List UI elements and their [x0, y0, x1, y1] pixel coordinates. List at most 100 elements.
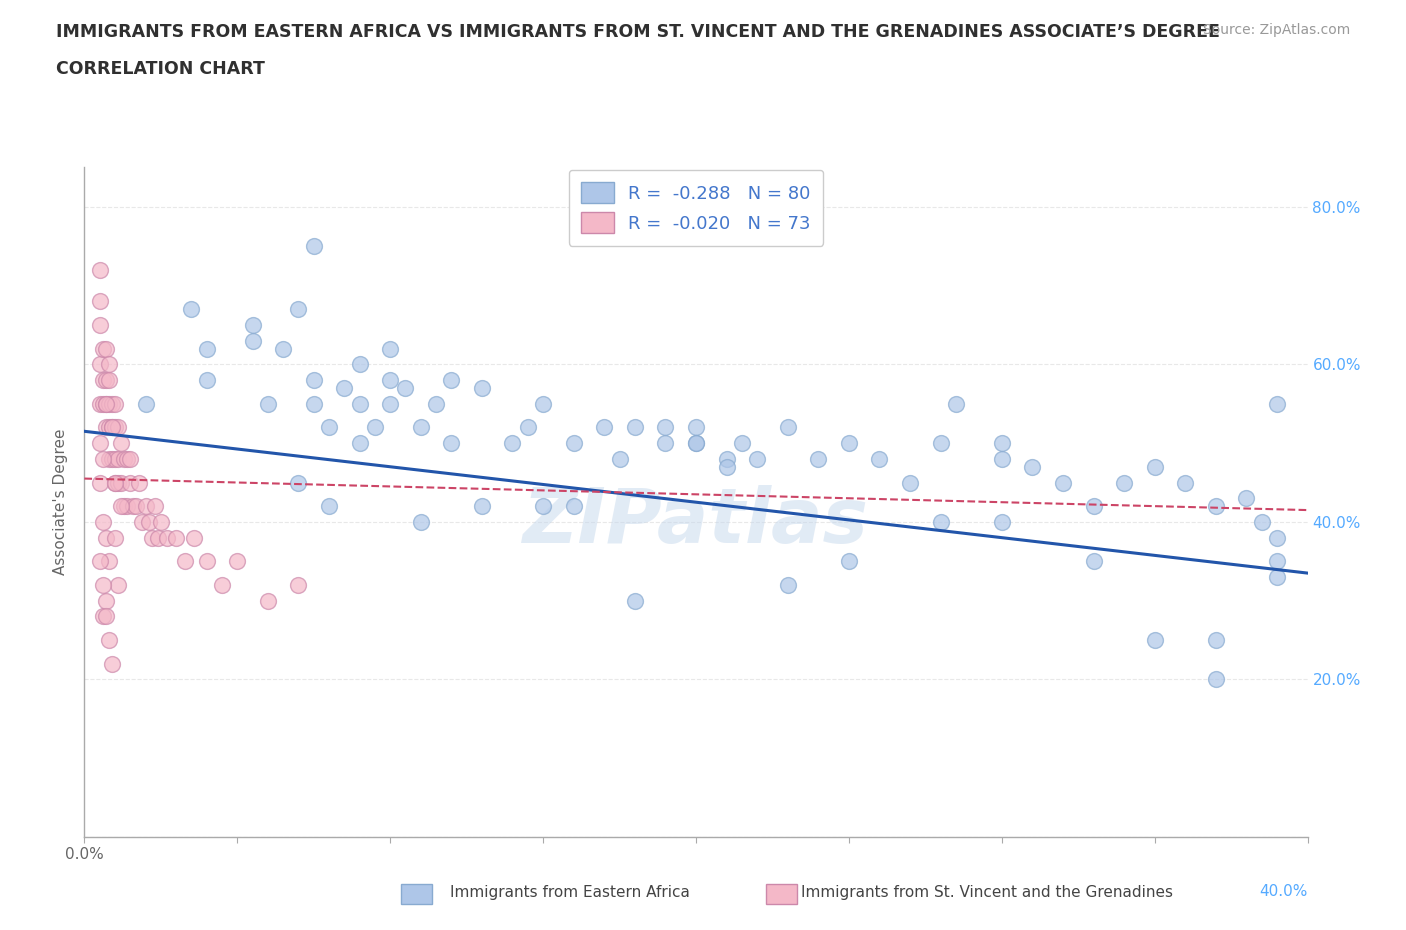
Text: Immigrants from Eastern Africa: Immigrants from Eastern Africa — [450, 885, 690, 900]
Point — [1143, 459, 1166, 474]
Point — [380, 396, 402, 411]
Point — [1236, 491, 1258, 506]
Point — [94, 420, 117, 435]
Point — [1052, 475, 1074, 490]
Point — [440, 373, 463, 388]
Point — [242, 317, 264, 332]
Point — [120, 451, 142, 466]
Point — [94, 609, 117, 624]
Point — [120, 475, 142, 490]
Point — [287, 578, 309, 592]
Point — [89, 317, 111, 332]
Point — [97, 357, 120, 372]
Point — [89, 435, 111, 450]
Point — [1265, 569, 1288, 584]
Point — [1114, 475, 1136, 490]
Point — [211, 578, 233, 592]
Point — [242, 333, 264, 348]
Point — [128, 475, 150, 490]
Point — [776, 578, 799, 592]
Point — [195, 373, 218, 388]
Point — [409, 420, 432, 435]
Point — [104, 420, 127, 435]
Point — [89, 262, 111, 277]
Point — [89, 475, 111, 490]
Point — [471, 380, 494, 395]
Point — [516, 420, 538, 435]
Point — [991, 451, 1014, 466]
Point — [349, 435, 371, 450]
Text: CORRELATION CHART: CORRELATION CHART — [56, 60, 266, 78]
Point — [1021, 459, 1043, 474]
Legend: R =  -0.288   N = 80, R =  -0.020   N = 73: R = -0.288 N = 80, R = -0.020 N = 73 — [568, 170, 824, 246]
Text: Immigrants from St. Vincent and the Grenadines: Immigrants from St. Vincent and the Gren… — [801, 885, 1174, 900]
Point — [318, 498, 340, 513]
Point — [302, 239, 325, 254]
Point — [685, 435, 707, 450]
Point — [333, 380, 356, 395]
Point — [91, 341, 114, 356]
Point — [502, 435, 524, 450]
Point — [1083, 498, 1105, 513]
Point — [562, 435, 585, 450]
Point — [349, 357, 371, 372]
Point — [349, 396, 371, 411]
Point — [624, 593, 647, 608]
Point — [685, 435, 707, 450]
Point — [97, 373, 120, 388]
Point — [101, 420, 124, 435]
Point — [531, 498, 554, 513]
Point — [747, 451, 769, 466]
Point — [107, 451, 129, 466]
Point — [471, 498, 494, 513]
Point — [112, 451, 135, 466]
Point — [97, 420, 120, 435]
Point — [1265, 396, 1288, 411]
Point — [135, 396, 157, 411]
Point — [101, 396, 124, 411]
Point — [409, 514, 432, 529]
Point — [1205, 498, 1227, 513]
Point — [91, 514, 114, 529]
Y-axis label: Associate's Degree: Associate's Degree — [53, 429, 69, 576]
Point — [110, 498, 132, 513]
Point — [125, 498, 148, 513]
Point — [104, 475, 127, 490]
Point — [257, 396, 280, 411]
Point — [807, 451, 830, 466]
Point — [195, 554, 218, 569]
Point — [143, 498, 166, 513]
Point — [287, 475, 309, 490]
Point — [183, 530, 205, 545]
Point — [838, 435, 860, 450]
Point — [156, 530, 179, 545]
Point — [165, 530, 187, 545]
Point — [89, 294, 111, 309]
Point — [115, 451, 138, 466]
Point — [898, 475, 921, 490]
Point — [654, 435, 676, 450]
Point — [138, 514, 160, 529]
Point — [1205, 672, 1227, 687]
Point — [104, 475, 127, 490]
Point — [440, 435, 463, 450]
Point — [89, 357, 111, 372]
Point — [1265, 530, 1288, 545]
Point — [1083, 554, 1105, 569]
Point — [302, 373, 325, 388]
Point — [394, 380, 416, 395]
Point — [380, 373, 402, 388]
Text: IMMIGRANTS FROM EASTERN AFRICA VS IMMIGRANTS FROM ST. VINCENT AND THE GRENADINES: IMMIGRANTS FROM EASTERN AFRICA VS IMMIGR… — [56, 23, 1220, 41]
Point — [115, 498, 138, 513]
Point — [110, 435, 132, 450]
Point — [146, 530, 169, 545]
Text: ZIPatlas: ZIPatlas — [523, 485, 869, 559]
Point — [287, 301, 309, 316]
Point — [593, 420, 616, 435]
Point — [180, 301, 202, 316]
Point — [89, 554, 111, 569]
Text: Source: ZipAtlas.com: Source: ZipAtlas.com — [1202, 23, 1350, 37]
Point — [302, 396, 325, 411]
Point — [716, 451, 738, 466]
Point — [97, 396, 120, 411]
